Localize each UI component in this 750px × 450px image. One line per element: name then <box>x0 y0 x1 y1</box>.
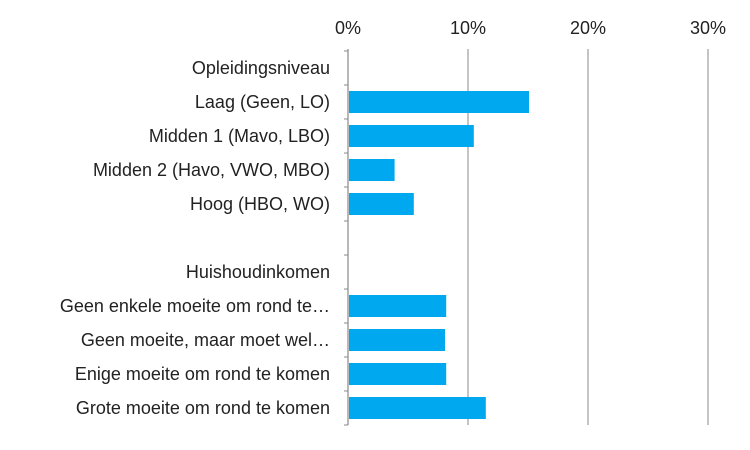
bar <box>349 397 486 419</box>
x-tick-label: 0% <box>335 18 361 38</box>
bar <box>349 363 447 385</box>
category-label: Huishoudinkomen <box>186 262 330 282</box>
x-tick-label: 20% <box>570 18 606 38</box>
category-label: Midden 1 (Mavo, LBO) <box>149 126 330 146</box>
category-label: Hoog (HBO, WO) <box>190 194 330 214</box>
category-label: Geen enkele moeite om rond te… <box>60 296 330 316</box>
category-label: Geen moeite, maar moet wel… <box>81 330 330 350</box>
category-label: Midden 2 (Havo, VWO, MBO) <box>93 160 330 180</box>
category-label: Laag (Geen, LO) <box>195 92 330 112</box>
bar <box>349 125 474 147</box>
bar <box>349 91 529 113</box>
category-label: Grote moeite om rond te komen <box>76 398 330 418</box>
category-label: Enige moeite om rond te komen <box>75 364 330 384</box>
bar <box>349 159 395 181</box>
bar <box>349 193 414 215</box>
bar <box>349 295 447 317</box>
x-tick-label: 30% <box>690 18 726 38</box>
x-tick-label: 10% <box>450 18 486 38</box>
category-label: Opleidingsniveau <box>192 58 330 78</box>
bar <box>349 329 445 351</box>
